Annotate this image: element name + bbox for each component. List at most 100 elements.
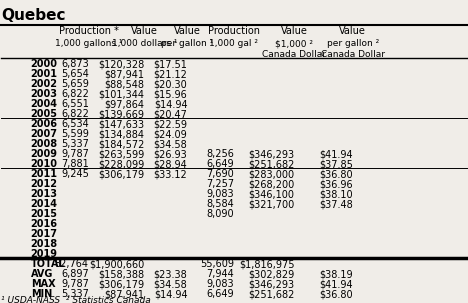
Text: 1,000 gal ²: 1,000 gal ² xyxy=(210,39,258,48)
Text: 2005: 2005 xyxy=(31,109,58,119)
Text: $36.80: $36.80 xyxy=(319,169,352,179)
Text: $251,682: $251,682 xyxy=(248,289,294,299)
Text: 2010: 2010 xyxy=(31,159,58,169)
Text: $1,000 ²
Canada Dollar: $1,000 ² Canada Dollar xyxy=(263,39,327,59)
Text: 9,787: 9,787 xyxy=(61,149,89,159)
Text: 2018: 2018 xyxy=(31,239,58,249)
Text: $88,548: $88,548 xyxy=(105,79,145,89)
Text: 9,083: 9,083 xyxy=(206,279,234,289)
Text: 6,649: 6,649 xyxy=(206,159,234,169)
Text: $184,572: $184,572 xyxy=(98,139,145,149)
Text: $321,700: $321,700 xyxy=(248,199,294,209)
Text: 5,659: 5,659 xyxy=(61,79,89,89)
Text: $36.80: $36.80 xyxy=(319,289,352,299)
Text: $147,633: $147,633 xyxy=(99,119,145,129)
Text: $134,884: $134,884 xyxy=(99,129,145,139)
Text: $302,829: $302,829 xyxy=(248,269,294,279)
Text: $120,328: $120,328 xyxy=(98,59,145,69)
Text: $14.94: $14.94 xyxy=(154,99,188,109)
Text: 2004: 2004 xyxy=(31,99,58,109)
Text: $38.19: $38.19 xyxy=(319,269,352,279)
Text: $306,179: $306,179 xyxy=(99,279,145,289)
Text: TOTAL: TOTAL xyxy=(31,259,66,269)
Text: 82,764: 82,764 xyxy=(55,259,89,269)
Text: $87,941: $87,941 xyxy=(105,289,145,299)
Text: $37.48: $37.48 xyxy=(319,199,352,209)
Text: 55,609: 55,609 xyxy=(200,259,234,269)
Text: 2017: 2017 xyxy=(31,229,58,239)
Text: 6,873: 6,873 xyxy=(61,59,89,69)
Text: 7,944: 7,944 xyxy=(206,269,234,279)
Text: 2001: 2001 xyxy=(31,69,58,79)
Text: $306,179: $306,179 xyxy=(99,169,145,179)
Text: $17.51: $17.51 xyxy=(154,59,188,69)
Text: $251,682: $251,682 xyxy=(248,159,294,169)
Text: 5,599: 5,599 xyxy=(61,129,89,139)
Text: $33.12: $33.12 xyxy=(154,169,188,179)
Text: $24.09: $24.09 xyxy=(154,129,188,139)
Text: 5,337: 5,337 xyxy=(61,139,89,149)
Text: AVG: AVG xyxy=(31,269,53,279)
Text: $283,000: $283,000 xyxy=(249,169,294,179)
Text: 9,083: 9,083 xyxy=(206,189,234,199)
Text: 2006: 2006 xyxy=(31,119,58,129)
Text: 2008: 2008 xyxy=(31,139,58,149)
Text: 2009: 2009 xyxy=(31,149,58,159)
Text: $20.30: $20.30 xyxy=(154,79,188,89)
Text: $28.94: $28.94 xyxy=(154,159,188,169)
Text: $346,293: $346,293 xyxy=(249,149,294,159)
Text: 2003: 2003 xyxy=(31,89,58,99)
Text: $346,100: $346,100 xyxy=(249,189,294,199)
Text: $139,669: $139,669 xyxy=(99,109,145,119)
Text: $41.94: $41.94 xyxy=(319,149,352,159)
Text: $97,864: $97,864 xyxy=(105,99,145,109)
Text: $23.38: $23.38 xyxy=(154,269,188,279)
Text: 5,654: 5,654 xyxy=(61,69,89,79)
Text: $36.96: $36.96 xyxy=(319,179,352,189)
Text: $34.58: $34.58 xyxy=(154,139,188,149)
Text: per gallon ²
Canada Dollar: per gallon ² Canada Dollar xyxy=(321,39,385,59)
Text: 2012: 2012 xyxy=(31,179,58,189)
Text: $15.96: $15.96 xyxy=(154,89,188,99)
Text: 6,551: 6,551 xyxy=(61,99,89,109)
Text: 6,649: 6,649 xyxy=(206,289,234,299)
Text: 2019: 2019 xyxy=(31,249,58,259)
Text: Value: Value xyxy=(174,26,201,36)
Text: 5,337: 5,337 xyxy=(61,289,89,299)
Text: $263,599: $263,599 xyxy=(98,149,145,159)
Text: per gallon ¹: per gallon ¹ xyxy=(161,39,213,48)
Text: 9,245: 9,245 xyxy=(61,169,89,179)
Text: ¹ USDA-NASS  ² Statistics Canada: ¹ USDA-NASS ² Statistics Canada xyxy=(1,296,151,303)
Text: $87,941: $87,941 xyxy=(105,69,145,79)
Text: $34.58: $34.58 xyxy=(154,279,188,289)
Text: 8,584: 8,584 xyxy=(206,199,234,209)
Text: $41.94: $41.94 xyxy=(319,279,352,289)
Text: 7,881: 7,881 xyxy=(61,159,89,169)
Text: $1,900,660: $1,900,660 xyxy=(89,259,145,269)
Text: $14.94: $14.94 xyxy=(154,289,188,299)
Text: 8,256: 8,256 xyxy=(206,149,234,159)
Text: Value: Value xyxy=(339,26,366,36)
Text: $101,344: $101,344 xyxy=(99,89,145,99)
Text: 8,090: 8,090 xyxy=(206,209,234,219)
Text: $38.10: $38.10 xyxy=(319,189,352,199)
Text: 7,257: 7,257 xyxy=(206,179,234,189)
Text: $20.47: $20.47 xyxy=(154,109,188,119)
Text: MAX: MAX xyxy=(31,279,55,289)
Text: Production *: Production * xyxy=(59,26,119,36)
Text: 2016: 2016 xyxy=(31,219,58,229)
Text: 6,534: 6,534 xyxy=(61,119,89,129)
Text: 2015: 2015 xyxy=(31,209,58,219)
Text: 6,897: 6,897 xyxy=(61,269,89,279)
Text: 7,690: 7,690 xyxy=(206,169,234,179)
Text: Quebec: Quebec xyxy=(1,8,66,23)
Text: 1,000 dollars ¹: 1,000 dollars ¹ xyxy=(112,39,177,48)
Text: 2011: 2011 xyxy=(31,169,58,179)
Text: Value: Value xyxy=(131,26,158,36)
Text: $1,816,975: $1,816,975 xyxy=(239,259,294,269)
Text: $21.12: $21.12 xyxy=(154,69,188,79)
Text: 1,000 gallons ¹: 1,000 gallons ¹ xyxy=(55,39,123,48)
Text: $26.93: $26.93 xyxy=(154,149,188,159)
Text: $37.85: $37.85 xyxy=(319,159,352,169)
Text: $158,388: $158,388 xyxy=(99,269,145,279)
